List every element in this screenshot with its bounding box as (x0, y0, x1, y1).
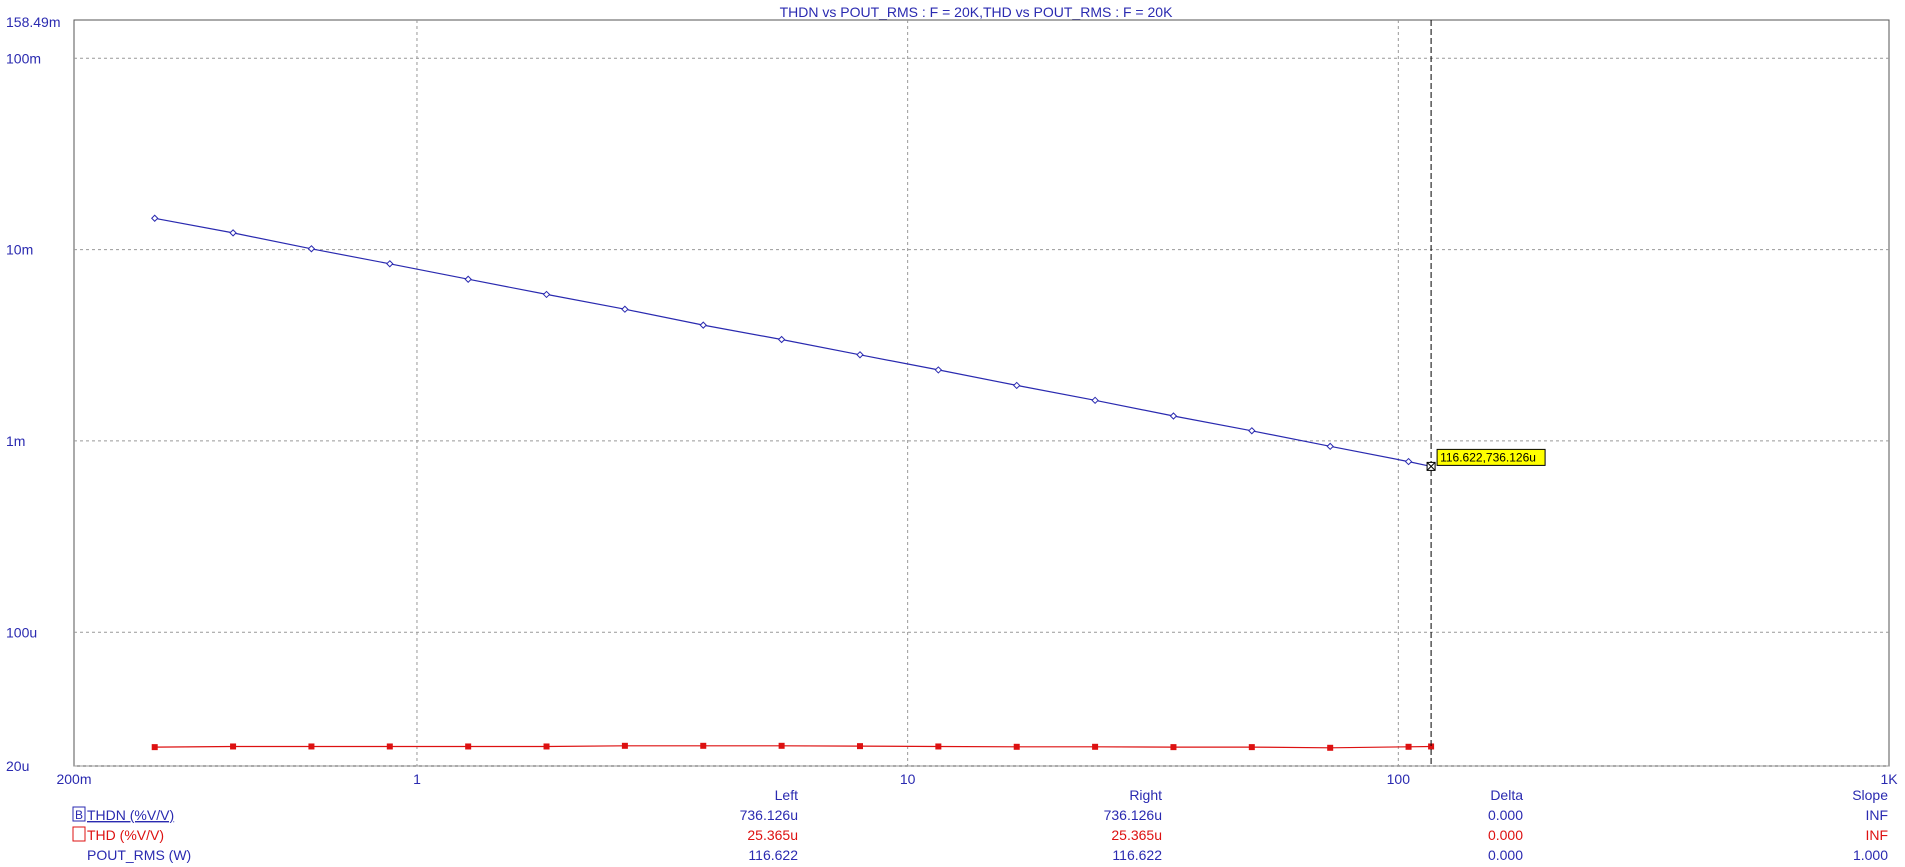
delta-value: 0.000 (1488, 847, 1523, 863)
curve-name: POUT_RMS (W) (87, 847, 191, 863)
data-point (621, 742, 628, 749)
data-point (777, 335, 786, 344)
data-point (464, 275, 472, 283)
cursor-marker-cross (1426, 462, 1436, 471)
y-tick-label: 1m (6, 433, 25, 449)
series-diamond (151, 214, 1432, 467)
cursor-label: 116.622,736.126u (1440, 450, 1536, 464)
x-tick-label: 100 (1387, 771, 1411, 787)
y-tick-label: 20u (6, 758, 29, 774)
header-right: Right (1129, 787, 1162, 803)
right-value: 25.365u (1111, 827, 1162, 843)
delta-value: 0.000 (1488, 827, 1523, 843)
left-value: 736.126u (740, 807, 798, 823)
x-tick-label: 1K (1880, 771, 1898, 787)
grid (74, 20, 1889, 767)
data-point (1169, 412, 1178, 420)
x-tick-label: 1 (413, 771, 421, 787)
data-point (1013, 743, 1020, 750)
data-point (542, 290, 551, 299)
right-value: 116.622 (1112, 847, 1162, 863)
cursor-label-box (1436, 448, 1546, 466)
slope-value: 1.000 (1853, 847, 1888, 863)
readout-table: Left Right Delta Slope (775, 787, 1889, 803)
data-point (229, 229, 237, 237)
curve-marker-letter: B (75, 808, 83, 822)
data-point (151, 214, 159, 222)
y-tick-label: 10m (6, 242, 33, 258)
header-left: Left (775, 787, 798, 803)
y-tick-label: 100u (6, 624, 37, 640)
curve-marker-box (72, 806, 86, 822)
left-value: 25.365u (747, 827, 798, 843)
data-point (856, 351, 864, 359)
y-axis-ticks: 20u 100u 1m 10m 100m (6, 50, 41, 774)
slope-value: INF (1865, 827, 1888, 843)
curve-marker-box (72, 826, 86, 842)
data-point (1091, 396, 1099, 405)
readout-row: POUT_RMS (W) 116.622 116.622 0.000 1.000 (87, 847, 1888, 863)
series-layer (151, 214, 1435, 751)
plot-frame (73, 19, 1890, 767)
x-tick-label: 10 (900, 771, 916, 787)
y-top-label: 158.49m (6, 14, 60, 30)
curve-name: THDN (%V/V) (87, 807, 174, 823)
right-value: 736.126u (1104, 807, 1162, 823)
data-point (1170, 744, 1177, 751)
cursor-layer[interactable]: 116.622,736.126u (1426, 20, 1546, 766)
data-point (934, 366, 943, 374)
header-delta: Delta (1490, 787, 1523, 803)
data-point (307, 245, 316, 253)
data-point (1248, 744, 1255, 751)
slope-value: INF (1865, 807, 1888, 823)
x-axis-ticks: 200m 1 10 100 1K (56, 771, 1898, 787)
data-point (1092, 743, 1099, 750)
data-point (151, 744, 158, 751)
data-point (465, 743, 472, 750)
data-point (543, 743, 550, 750)
data-point (230, 743, 237, 750)
data-point (856, 743, 863, 750)
curve-name: THD (%V/V) (87, 827, 164, 843)
data-point (621, 305, 629, 313)
data-point (1404, 457, 1413, 466)
data-point (699, 321, 707, 329)
series-line (154, 217, 1432, 467)
readout-row: B THDN (%V/V) 736.126u 736.126u 0.000 INF (72, 806, 1888, 823)
chart-title: THDN vs POUT_RMS : F = 20K,THD vs POUT_R… (780, 4, 1174, 20)
data-point (700, 742, 707, 749)
left-value: 116.622 (748, 847, 798, 863)
readout-row: THD (%V/V) 25.365u 25.365u 0.000 INF (72, 826, 1888, 843)
data-point (1013, 381, 1021, 390)
delta-value: 0.000 (1488, 807, 1523, 823)
data-point (308, 743, 315, 750)
data-point (1326, 442, 1334, 451)
data-point (1248, 427, 1256, 435)
x-tick-label: 200m (56, 771, 91, 787)
data-point (1405, 743, 1412, 750)
data-point (386, 260, 394, 268)
data-point (935, 743, 942, 750)
series-line (154, 745, 1432, 749)
readout-rows: B THDN (%V/V) 736.126u 736.126u 0.000 INFTHD … (72, 806, 1888, 863)
data-point (778, 742, 785, 749)
data-point (1327, 744, 1334, 751)
header-slope: Slope (1852, 787, 1888, 803)
data-point (1428, 743, 1435, 750)
data-point (386, 743, 393, 750)
series-square (151, 742, 1435, 751)
y-tick-label: 100m (6, 50, 41, 66)
